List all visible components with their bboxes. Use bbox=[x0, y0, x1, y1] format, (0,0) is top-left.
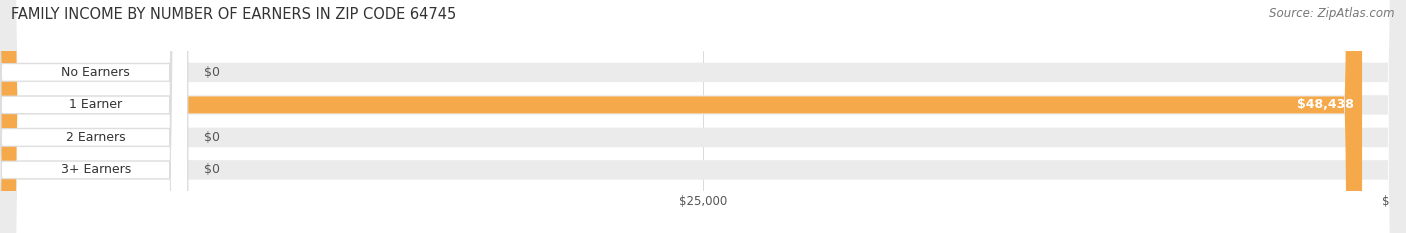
FancyBboxPatch shape bbox=[0, 0, 187, 233]
FancyBboxPatch shape bbox=[0, 0, 187, 233]
Text: 2 Earners: 2 Earners bbox=[66, 131, 125, 144]
Text: Source: ZipAtlas.com: Source: ZipAtlas.com bbox=[1270, 7, 1395, 20]
Text: $0: $0 bbox=[204, 131, 221, 144]
Text: $0: $0 bbox=[204, 163, 221, 176]
FancyBboxPatch shape bbox=[0, 0, 187, 233]
Text: FAMILY INCOME BY NUMBER OF EARNERS IN ZIP CODE 64745: FAMILY INCOME BY NUMBER OF EARNERS IN ZI… bbox=[11, 7, 457, 22]
Text: No Earners: No Earners bbox=[62, 66, 131, 79]
FancyBboxPatch shape bbox=[0, 0, 187, 233]
FancyBboxPatch shape bbox=[0, 0, 1362, 233]
Text: 3+ Earners: 3+ Earners bbox=[60, 163, 131, 176]
Text: 1 Earner: 1 Earner bbox=[69, 98, 122, 111]
Text: $0: $0 bbox=[204, 66, 221, 79]
Text: $48,438: $48,438 bbox=[1296, 98, 1354, 111]
